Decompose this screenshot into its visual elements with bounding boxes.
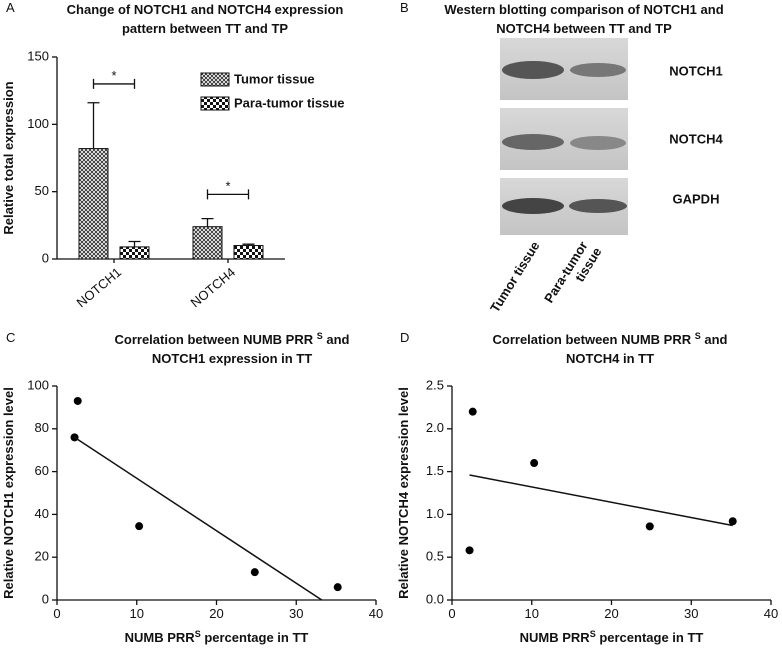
error-bar [242,243,255,246]
y-tick-label: 2.0 [426,420,444,435]
y-tick-label: 0.5 [426,549,444,564]
y-tick-label: 2.5 [426,377,444,392]
x-tick-label: 20 [209,606,223,621]
x-tick-label: NOTCH4 [188,264,239,310]
text-segment: NUMB PRR [125,630,196,645]
y-tick-label: 150 [27,48,49,63]
legend-label: Para-tumor tissue [234,95,345,110]
chart-title: pattern between TT and TP [122,21,288,36]
chart-title: Correlation between NUMB PRR S and [493,331,728,347]
y-tick-label: 100 [27,377,49,392]
bar [233,245,264,260]
legend-swatch [200,72,230,87]
point [135,522,144,531]
point [465,546,474,555]
bar [78,148,109,260]
y-tick-label: 0 [42,591,49,606]
y-tick-label: 80 [35,420,49,435]
text-segment: Correlation between NUMB PRR [115,332,317,347]
legend-swatch [200,96,230,111]
y-tick-label: 0 [42,250,49,265]
error-bar [87,102,100,149]
y-tick-label: 1.5 [426,463,444,478]
significance-bracket [206,189,250,200]
significance-bracket [92,78,136,89]
y-tick-label: 100 [27,116,49,131]
text-segment: NOTCH4 in TT [566,351,654,366]
superscript: S [590,629,596,639]
x-tick-label: 40 [764,606,778,621]
fit-line [469,474,733,527]
y-tick-label: 20 [35,549,49,564]
chart-title: NOTCH4 in TT [566,351,654,366]
point [468,407,477,416]
x-tick-label: 40 [369,606,383,621]
fit-line [74,436,323,601]
text-segment: pattern between TT and TP [122,21,288,36]
y-tick-label: 1.0 [426,506,444,521]
text-segment: percentage in TT [596,630,704,645]
lane-label: Tumor tissue [487,239,542,315]
panel-label: B [400,0,409,15]
x-tick-label: 0 [53,606,60,621]
y-axis-label: Relative NOTCH4 expression level [396,387,411,599]
panel-label: C [6,330,15,345]
error-bar [128,240,141,247]
error-bar [201,217,214,227]
text-segment: and [323,332,350,347]
point [530,459,539,468]
superscript: S [695,331,701,341]
y-tick-label: 50 [35,183,49,198]
chart-title: Correlation between NUMB PRR S and [115,331,350,347]
text-segment: Change of NOTCH1 and NOTCH4 expression [67,2,344,17]
x-tick-label: NOTCH1 [74,264,125,310]
panel-label: D [400,330,409,345]
text-segment: NOTCH1 expression in TT [152,351,312,366]
band-label: GAPDH [673,191,720,206]
blot-title: NOTCH4 between TT and TP [496,21,672,36]
superscript: S [195,629,201,639]
blot-title: Western blotting comparison of NOTCH1 an… [444,2,723,17]
y-tick-label: 0.0 [426,591,444,606]
chart-title: Change of NOTCH1 and NOTCH4 expression [67,2,344,17]
point [73,396,82,405]
x-tick-label: 0 [448,606,455,621]
x-axis-label: NUMB PRRS percentage in TT [520,629,704,645]
superscript: S [317,331,323,341]
x-tick-label: 10 [525,606,539,621]
y-axis-label: Relative NOTCH1 expression level [1,387,16,599]
x-tick-label: 10 [130,606,144,621]
panel-label: A [6,0,15,15]
x-tick-label: 20 [604,606,618,621]
x-axis-label: NUMB PRRS percentage in TT [125,629,309,645]
x-tick-label: 30 [289,606,303,621]
text-segment: Correlation between NUMB PRR [493,332,695,347]
significance-label: * [225,178,230,193]
point [728,517,737,526]
text-segment: percentage in TT [201,630,309,645]
bar [119,246,150,260]
point [333,583,342,592]
y-tick-label: 40 [35,506,49,521]
x-tick-label: 30 [684,606,698,621]
significance-label: * [111,68,116,83]
legend-label: Tumor tissue [234,71,315,86]
blot-images [500,38,628,235]
chart-title: NOTCH1 expression in TT [152,351,312,366]
band-label: NOTCH1 [669,63,722,78]
text-segment: and [701,332,728,347]
bar [192,226,223,260]
y-axis-label: Relative total expression [1,81,16,234]
text-segment: NUMB PRR [520,630,591,645]
point [250,568,259,577]
point [645,522,654,531]
band-label: NOTCH4 [669,131,723,146]
y-tick-label: 60 [35,463,49,478]
